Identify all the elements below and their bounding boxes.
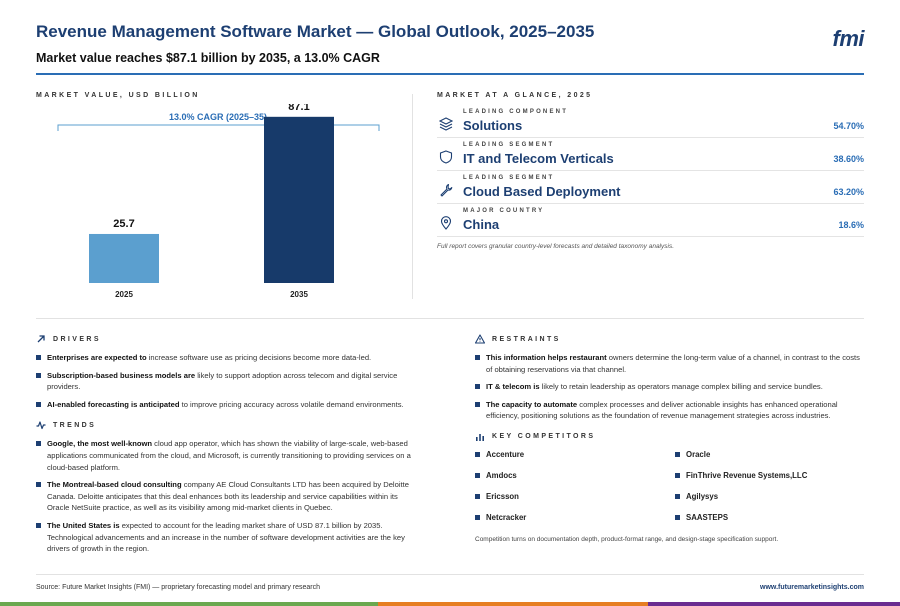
market-value-bar-chart: 13.0% CAGR (2025–35) 25.7 2025 87.1 2035 xyxy=(57,104,380,299)
list-item: This information helps restaurant owners… xyxy=(475,352,865,375)
glance-kicker: LEADING COMPONENT xyxy=(463,109,569,115)
website-link[interactable]: www.futuremarketinsights.com xyxy=(760,584,864,591)
page-header: Revenue Management Software Market — Glo… xyxy=(36,22,864,65)
trends-list: Google, the most well-known cloud app op… xyxy=(36,438,418,554)
stripe-green xyxy=(0,602,378,606)
restraints-heading: RESTRAINTS xyxy=(475,334,865,344)
glance-share: 38.60% xyxy=(833,154,864,164)
glance-section-label: MARKET AT A GLANCE, 2025 xyxy=(437,92,593,99)
glance-footnote: Full report covers granular country-leve… xyxy=(437,243,675,250)
competitor-item: Amdocs xyxy=(475,471,675,480)
bar-2025 xyxy=(89,233,159,283)
fmi-logo: fmi xyxy=(832,26,865,51)
warning-icon xyxy=(475,334,485,344)
bar-value-label: 87.1 xyxy=(288,104,309,113)
drivers-heading: DRIVERS xyxy=(36,334,418,344)
page-subtitle: Market value reaches $87.1 billion by 20… xyxy=(36,51,380,65)
chart-section-label: MARKET VALUE, USD BILLION xyxy=(36,92,200,99)
stripe-orange xyxy=(378,602,648,606)
competitor-item: Ericsson xyxy=(475,492,675,501)
footer-divider xyxy=(36,574,864,575)
drivers-label: DRIVERS xyxy=(53,335,101,343)
glance-kicker: MAJOR COUNTRY xyxy=(463,208,545,214)
panel-divider xyxy=(412,94,413,299)
wrench-icon xyxy=(440,183,453,197)
competitors-label: KEY COMPETITORS xyxy=(492,433,596,441)
glance-row-country: MAJOR COUNTRY China 18.6% xyxy=(437,204,864,237)
glance-row-segment-vertical: LEADING SEGMENT IT and Telecom Verticals… xyxy=(437,138,864,171)
competitors-footnote: Competition turns on documentation depth… xyxy=(475,535,779,543)
source-note: Source: Future Market Insights (FMI) — p… xyxy=(36,584,320,591)
competitor-item: Agilysys xyxy=(675,492,865,501)
stripe-purple xyxy=(648,602,900,606)
glance-name: IT and Telecom Verticals xyxy=(463,151,614,166)
competitors-grid: Accenture Oracle Amdocs FinThrive Revenu… xyxy=(475,450,865,522)
list-item: Subscription-based business models are l… xyxy=(36,370,418,393)
competitor-item: Netcracker xyxy=(475,513,675,522)
glance-kicker: LEADING SEGMENT xyxy=(463,175,555,181)
list-item: The capacity to automate complex process… xyxy=(475,399,865,422)
cagr-bracket xyxy=(57,124,380,131)
bar-2035 xyxy=(264,116,334,283)
glance-share: 63.20% xyxy=(833,187,864,197)
drivers-trends-column: DRIVERS Enterprises are expected to incr… xyxy=(36,334,418,561)
glance-row-component: LEADING COMPONENT Solutions 54.70% xyxy=(437,105,864,138)
bar-chart-icon xyxy=(476,433,484,441)
glance-name: Solutions xyxy=(463,118,523,133)
footer: Source: Future Market Insights (FMI) — p… xyxy=(36,584,864,591)
glance-name: Cloud Based Deployment xyxy=(463,184,621,199)
list-item: The Montreal-based cloud consulting comp… xyxy=(36,479,418,514)
list-item: Enterprises are expected to increase sof… xyxy=(36,352,418,364)
page-title: Revenue Management Software Market — Glo… xyxy=(36,22,595,41)
list-item: AI-enabled forecasting is anticipated to… xyxy=(36,399,418,411)
header-divider xyxy=(36,73,864,75)
competitor-item: SAASTEPS xyxy=(675,513,865,522)
location-pin-icon xyxy=(440,216,452,230)
pulse-icon xyxy=(36,421,46,430)
market-value-chart-panel: MARKET VALUE, USD BILLION 13.0% CAGR (20… xyxy=(36,92,406,302)
shield-icon xyxy=(439,150,453,164)
competitors-heading: KEY COMPETITORS xyxy=(475,432,865,442)
cagr-label: 13.0% CAGR (2025–35) xyxy=(169,112,267,122)
trends-label: TRENDS xyxy=(53,421,97,429)
competitor-item: FinThrive Revenue Systems,LLC xyxy=(675,471,865,480)
competitor-item: Accenture xyxy=(475,450,675,459)
list-item: Google, the most well-known cloud app op… xyxy=(36,438,418,473)
list-item: The United States is expected to account… xyxy=(36,520,418,555)
glance-row-segment-deployment: LEADING SEGMENT Cloud Based Deployment 6… xyxy=(437,171,864,204)
restraints-list: This information helps restaurant owners… xyxy=(475,352,865,422)
glance-name: China xyxy=(463,217,500,232)
x-tick-label: 2025 xyxy=(115,290,133,299)
bar-value-label: 25.7 xyxy=(113,218,134,230)
layers-icon xyxy=(439,117,453,131)
restraints-competitors-column: RESTRAINTS This information helps restau… xyxy=(475,334,865,543)
restraints-label: RESTRAINTS xyxy=(492,335,561,343)
list-item: IT & telecom is likely to retain leaders… xyxy=(475,381,865,393)
glance-share: 18.6% xyxy=(838,220,864,230)
x-tick-label: 2035 xyxy=(290,290,308,299)
competitor-item: Oracle xyxy=(675,450,865,459)
section-divider xyxy=(36,318,864,319)
drivers-list: Enterprises are expected to increase sof… xyxy=(36,352,418,410)
glance-kicker: LEADING SEGMENT xyxy=(463,142,555,148)
glance-share: 54.70% xyxy=(833,121,864,131)
arrow-up-right-icon xyxy=(37,335,45,343)
trends-heading: TRENDS xyxy=(36,420,418,430)
market-at-a-glance-panel: MARKET AT A GLANCE, 2025 LEADING COMPONE… xyxy=(437,92,864,250)
